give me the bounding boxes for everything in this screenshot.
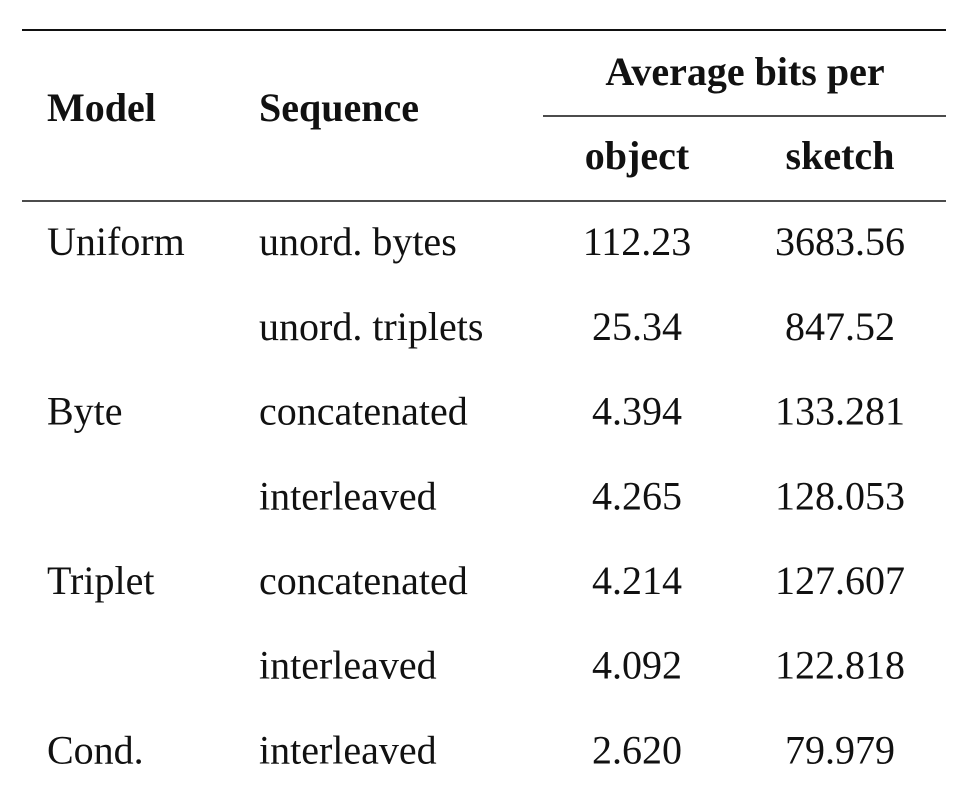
table-cell: 25.34 [592, 304, 682, 349]
table-cell: unord. triplets [259, 304, 483, 349]
table-cell: Cond. [47, 727, 144, 772]
table-cell: 127.607 [775, 558, 905, 603]
table-cell: 128.053 [775, 473, 905, 518]
table-cell: 4.265 [592, 473, 682, 518]
table-cell: Uniform [47, 219, 185, 264]
table-cell: interleaved [259, 727, 437, 772]
table-cell: 133.281 [775, 389, 905, 434]
header-cell: Model [47, 85, 156, 130]
group-header: Average bits per [605, 49, 884, 94]
table-cell: 122.818 [775, 643, 905, 688]
table-cell: 4.214 [592, 558, 682, 603]
table-cell: concatenated [259, 558, 468, 603]
table-cell: Triplet [47, 558, 154, 603]
table-cell: 112.23 [583, 219, 692, 264]
table-cell: 4.394 [592, 389, 682, 434]
table-cell: 847.52 [785, 304, 895, 349]
table-cell: unord. bytes [259, 219, 457, 264]
table-cell: 4.092 [592, 643, 682, 688]
header-cell: object [585, 133, 690, 178]
table-cell: interleaved [259, 473, 437, 518]
header-cell: sketch [786, 133, 895, 178]
table-cell: 2.620 [592, 727, 682, 772]
table-cell: Byte [47, 389, 123, 434]
table-cell: 3683.56 [775, 219, 905, 264]
table-cell: concatenated [259, 389, 468, 434]
header-cell: Sequence [259, 85, 419, 130]
table-cell: interleaved [259, 643, 437, 688]
table-cell: 79.979 [785, 727, 895, 772]
